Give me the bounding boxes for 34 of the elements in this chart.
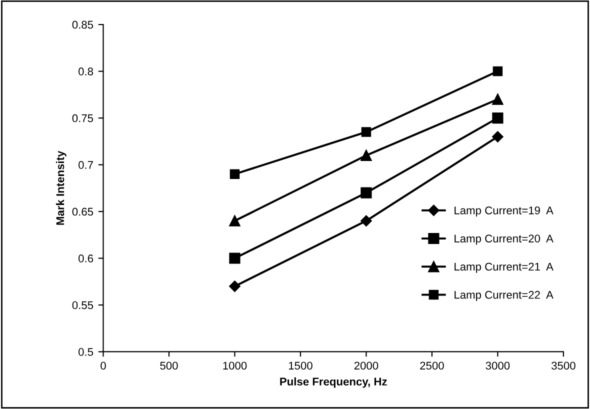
x-tick-label: 500 xyxy=(160,362,178,370)
legend-label: Lamp Current=22 A xyxy=(454,290,554,301)
point xyxy=(360,150,372,161)
y-tick-label: 0.75 xyxy=(72,114,94,122)
point xyxy=(360,215,372,226)
x-tick-label: 3500 xyxy=(552,362,576,370)
point xyxy=(492,131,504,142)
x-tick-label: 1000 xyxy=(223,362,247,370)
point xyxy=(230,169,240,179)
x-tick-label: 2500 xyxy=(420,362,444,370)
y-tick-label: 0.6 xyxy=(78,254,94,262)
x-tick-label: 0 xyxy=(100,362,106,370)
y-axis-title: Mark Intensity xyxy=(56,150,66,225)
y-tick-label: 0.65 xyxy=(72,208,94,216)
y-tick-label: 0.8 xyxy=(78,68,94,76)
x-tick-label: 2000 xyxy=(354,362,378,370)
point xyxy=(360,187,372,198)
y-tick-label: 0.7 xyxy=(78,161,93,169)
y-tick-label: 0.55 xyxy=(72,301,94,310)
y-tick-label: 0.85 xyxy=(72,20,94,29)
point xyxy=(492,66,503,76)
point xyxy=(229,215,240,226)
point xyxy=(229,280,240,292)
y-tick-label: 0.5 xyxy=(78,348,94,356)
x-tick-label: 1500 xyxy=(288,362,312,370)
point xyxy=(492,112,504,124)
x-axis-title: Pulse Frequency, Hz xyxy=(280,377,387,388)
point xyxy=(229,252,240,264)
legend-label: Lamp Current=20 A xyxy=(454,234,554,245)
legend-label: Lamp Current=21 A xyxy=(454,262,554,273)
point xyxy=(361,127,372,137)
legend-label: Lamp Current=19 A xyxy=(454,206,554,217)
x-tick-label: 3000 xyxy=(486,362,510,370)
point xyxy=(492,94,504,105)
